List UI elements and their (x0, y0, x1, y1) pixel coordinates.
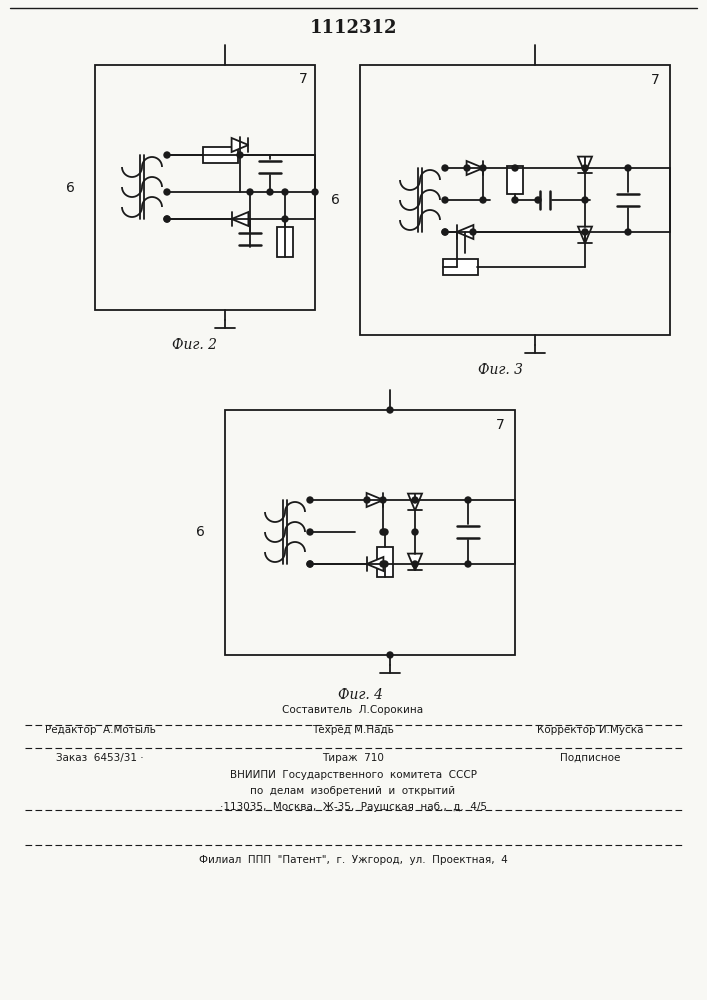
Circle shape (164, 189, 170, 195)
Bar (377, 547, 393, 577)
Text: 7: 7 (298, 72, 308, 86)
Circle shape (412, 497, 418, 503)
Circle shape (237, 152, 243, 158)
Text: 7: 7 (650, 73, 660, 87)
Circle shape (307, 561, 313, 567)
Circle shape (382, 529, 388, 535)
Text: Составитель  Л.Сорокина: Составитель Л.Сорокина (282, 705, 423, 715)
Circle shape (412, 561, 418, 567)
Circle shape (512, 165, 518, 171)
Text: Фиг. 4: Фиг. 4 (337, 688, 382, 702)
Text: 6: 6 (196, 526, 204, 540)
Circle shape (364, 497, 370, 503)
Polygon shape (232, 138, 248, 152)
Circle shape (380, 529, 386, 535)
Bar (225, 410, 515, 655)
Circle shape (307, 561, 313, 567)
Circle shape (307, 497, 313, 503)
Bar (507, 166, 523, 194)
Polygon shape (578, 227, 592, 243)
Circle shape (164, 152, 170, 158)
Circle shape (442, 229, 448, 235)
Circle shape (464, 165, 470, 171)
Text: 7: 7 (496, 418, 504, 432)
Circle shape (380, 497, 386, 503)
Circle shape (387, 652, 393, 658)
Circle shape (480, 197, 486, 203)
Bar (202, 147, 238, 163)
Text: 1112312: 1112312 (309, 19, 397, 37)
Text: Заказ  6453/31 ·: Заказ 6453/31 · (56, 753, 144, 763)
Circle shape (412, 529, 418, 535)
Text: Тираж  710: Тираж 710 (322, 753, 384, 763)
Circle shape (582, 197, 588, 203)
Text: Подписное: Подписное (560, 753, 620, 763)
Circle shape (512, 197, 518, 203)
Polygon shape (367, 557, 383, 571)
Text: ВНИИПИ  Государственного  комитета  СССР: ВНИИПИ Государственного комитета СССР (230, 770, 477, 780)
Circle shape (582, 165, 588, 171)
Bar (360, 65, 670, 335)
Circle shape (625, 165, 631, 171)
Bar (443, 259, 477, 275)
Circle shape (442, 229, 448, 235)
Circle shape (535, 197, 541, 203)
Circle shape (380, 561, 386, 567)
Circle shape (282, 189, 288, 195)
Circle shape (312, 189, 318, 195)
Text: 6: 6 (66, 180, 74, 194)
Text: по  делам  изобретений  и  открытий: по делам изобретений и открытий (250, 786, 455, 796)
Circle shape (442, 165, 448, 171)
Polygon shape (232, 212, 248, 226)
Circle shape (307, 529, 313, 535)
Circle shape (387, 407, 393, 413)
Polygon shape (467, 161, 484, 175)
Text: Фиг. 3: Фиг. 3 (477, 363, 522, 377)
Text: Фиг. 2: Фиг. 2 (173, 338, 218, 352)
Polygon shape (578, 157, 592, 173)
Polygon shape (367, 493, 383, 507)
Bar (95, 65, 315, 310)
Text: ·113035,  Москва,  Ж-35,  Раушская  наб.,  д.  4/5: ·113035, Москва, Ж-35, Раушская наб., д.… (219, 802, 486, 812)
Text: Редактор  А.Мотыль: Редактор А.Мотыль (45, 725, 156, 735)
Polygon shape (457, 225, 474, 239)
Circle shape (164, 216, 170, 222)
Circle shape (465, 497, 471, 503)
Circle shape (470, 229, 476, 235)
Circle shape (625, 229, 631, 235)
Polygon shape (408, 494, 422, 510)
Bar (277, 227, 293, 257)
Text: Техред М.Надь: Техред М.Надь (312, 725, 394, 735)
Polygon shape (408, 554, 422, 570)
Text: 6: 6 (331, 193, 339, 207)
Circle shape (465, 561, 471, 567)
Circle shape (267, 189, 273, 195)
Circle shape (382, 561, 388, 567)
Circle shape (442, 197, 448, 203)
Circle shape (247, 189, 253, 195)
Text: Филиал  ППП  "Патент",  г.  Ужгород,  ул.  Проектная,  4: Филиал ППП "Патент", г. Ужгород, ул. Про… (199, 855, 508, 865)
Circle shape (480, 165, 486, 171)
Circle shape (582, 229, 588, 235)
Text: Корректор И.Муска: Корректор И.Муска (537, 725, 643, 735)
Circle shape (282, 216, 288, 222)
Circle shape (164, 216, 170, 222)
